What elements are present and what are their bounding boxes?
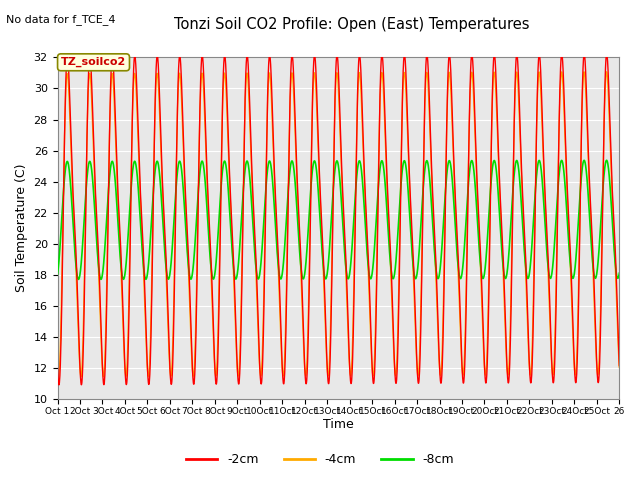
X-axis label: Time: Time [323, 419, 354, 432]
Legend: -2cm, -4cm, -8cm: -2cm, -4cm, -8cm [181, 448, 459, 471]
Y-axis label: Soil Temperature (C): Soil Temperature (C) [15, 164, 28, 292]
Text: No data for f_TCE_4: No data for f_TCE_4 [6, 14, 116, 25]
Text: TZ_soilco2: TZ_soilco2 [61, 57, 126, 67]
Text: Tonzi Soil CO2 Profile: Open (East) Temperatures: Tonzi Soil CO2 Profile: Open (East) Temp… [174, 17, 530, 32]
